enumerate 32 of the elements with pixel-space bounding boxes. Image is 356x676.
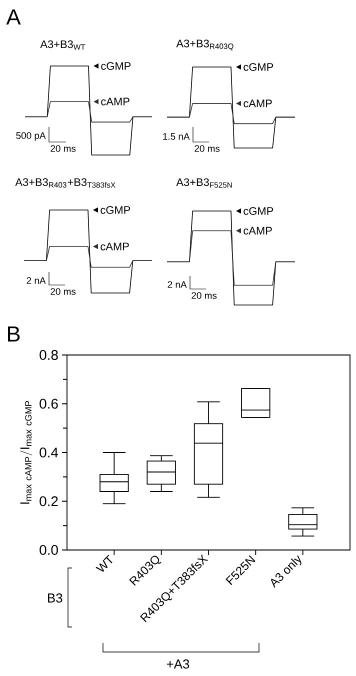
y-tick-label: 0.6	[40, 398, 58, 409]
chart-title: A3+B3$_{R403}$+B3$_{T383fsX}$	[15, 178, 116, 188]
y-tick-label: 0.8	[40, 350, 58, 360]
annotation: 20 ms	[50, 288, 76, 295]
annotation: 1.5 nA	[163, 133, 190, 140]
chart-title: A3+B3$_{WT}$	[40, 40, 86, 50]
y-tick-label: 0.2	[40, 496, 58, 506]
y-tick-label: 0.4	[40, 448, 58, 458]
annotation: 2 nA	[168, 281, 187, 288]
text: +A3	[166, 659, 190, 669]
legend-label: cAMP	[244, 100, 272, 108]
legend-label: cGMP	[244, 207, 274, 215]
text: B3	[48, 593, 62, 603]
y-tick-label: 0.0	[40, 545, 58, 555]
chart-title: A3+B3$_{F525N}$	[176, 178, 232, 188]
annotation: 20 ms	[194, 145, 220, 152]
chart-title: A3+B3$_{R403Q}$	[176, 40, 234, 50]
annotation: 2 nA	[26, 277, 46, 284]
y-axis-title: $\mathrm{I}_{\mathrm{max\ cAMP}}/\mathrm{I}_{\mathrm{max\ cGMP}}$	[20, 401, 32, 504]
text: B	[8, 326, 20, 342]
legend-label: cGMP	[244, 63, 274, 71]
legend-label: cAMP	[101, 98, 130, 106]
text: A	[6, 9, 21, 25]
legend-label: cAMP	[244, 226, 272, 235]
x-tick-label: A3 only	[270, 555, 302, 588]
legend-label: cAMP	[100, 242, 129, 250]
annotation: 20 ms	[192, 292, 217, 299]
annotation: 20 ms	[50, 145, 76, 152]
legend-label: cGMP	[101, 62, 131, 70]
legend-label: cGMP	[100, 206, 130, 214]
x-tick-label: WT	[96, 554, 112, 572]
annotation: 500 pA	[16, 132, 46, 141]
